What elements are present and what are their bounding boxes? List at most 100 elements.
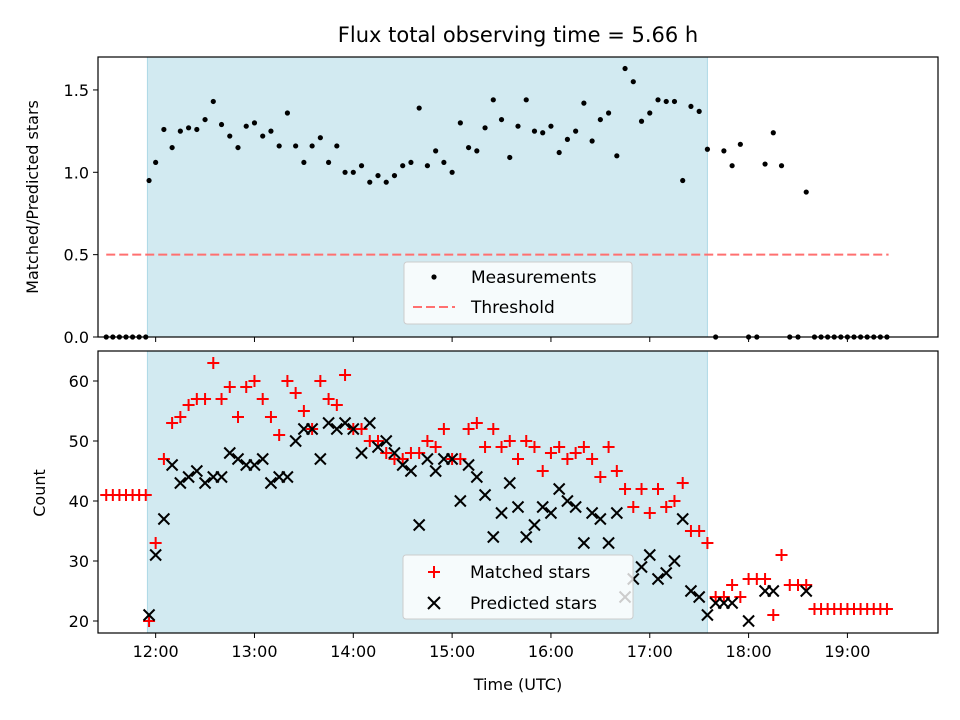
matched-star-point [577, 441, 590, 453]
predicted-star-point [404, 464, 418, 478]
predicted-star-point [363, 416, 376, 430]
measurement-point [276, 143, 282, 149]
matched-star-point [520, 435, 533, 447]
measurement-point [630, 79, 636, 85]
matched-star-point [396, 453, 409, 465]
ratio-legend-box [403, 261, 633, 325]
x-tick-label: 16:00 [528, 642, 574, 661]
predicted-star-point [248, 458, 261, 472]
predicted-star-point [585, 506, 599, 520]
count-y-tick-label: 30 [69, 552, 89, 571]
predicted-star-point [487, 530, 500, 544]
matched-star-point [726, 579, 739, 591]
measurement-point [416, 105, 422, 111]
matched-star-point [232, 411, 244, 423]
predicted-star-point [577, 536, 591, 550]
matched-star-point [273, 429, 286, 441]
matched-star-point [668, 495, 681, 507]
predicted-star-point [602, 536, 615, 550]
measurement-point [153, 159, 159, 166]
predicted-star-point [660, 566, 673, 580]
threshold-legend-label: Threshold [470, 298, 555, 318]
predicted-star-point [528, 518, 541, 532]
matched-star-point [215, 393, 228, 405]
matched-star-point [619, 483, 632, 495]
matched-legend-marker [428, 566, 440, 578]
measurement-point [589, 138, 595, 144]
measurement-point [663, 98, 669, 105]
count-panel: 20 30 40 50 60 12:00 13:00 14:00 15:00 16:00 17:00… [30, 350, 939, 694]
matched-star-point [643, 507, 656, 519]
measurement-point [235, 144, 241, 151]
predicted-star-point [692, 590, 706, 604]
x-tick-label: 12:00 [133, 642, 179, 661]
x-tick-label: 13:00 [231, 642, 277, 661]
predicted-star-point [215, 470, 228, 484]
predicted-star-point [198, 476, 212, 490]
predicted-star-point [684, 584, 698, 598]
predicted-star-point [165, 458, 179, 472]
predicted-star-point [767, 584, 780, 598]
predicted-star-point [412, 518, 426, 532]
matched-star-point [240, 381, 253, 393]
matched-star-point [330, 399, 343, 411]
predicted-star-point [511, 500, 525, 514]
matched-star-point [149, 537, 162, 549]
matched-star-point [264, 411, 277, 423]
predicted-star-point [561, 494, 574, 508]
measurement-point [169, 144, 175, 151]
measurement-point [251, 120, 258, 126]
predicted-star-point [388, 446, 401, 460]
measurement-point [531, 128, 538, 134]
measurement-point [358, 163, 365, 169]
matched-star-point [289, 387, 302, 399]
predicted-star-point [800, 584, 813, 598]
predicted-star-point [264, 476, 278, 490]
matched-star-point [182, 399, 195, 411]
measurement-point [770, 130, 776, 136]
matched-star-point [143, 615, 156, 627]
x-axis-label: Time (UTC) [473, 675, 562, 694]
matched-star-point [652, 483, 664, 495]
predicted-star-point [314, 452, 327, 466]
x-tick-label: 18:00 [726, 642, 772, 661]
predicted-star-point [330, 422, 344, 436]
predicted-star-point [380, 434, 393, 448]
matched-star-point [586, 453, 599, 465]
predicted-star-point [396, 458, 409, 472]
predicted-star-point [289, 434, 302, 448]
matched-star-point [413, 447, 426, 459]
measurement-point [268, 128, 274, 134]
matched-star-point [536, 465, 549, 477]
ratio-y-tick-label: 1.5 [64, 81, 89, 100]
measurement-point [375, 172, 381, 179]
predicted-star-point [610, 506, 624, 520]
measurement-point [490, 97, 496, 103]
measurement-point [605, 110, 612, 116]
measurements-legend-marker [431, 274, 437, 280]
count-legend-box [402, 554, 634, 620]
predicted-star-point [338, 416, 352, 430]
measurement-point [482, 125, 488, 131]
measurement-point [161, 126, 167, 133]
ratio-panel-frame [97, 56, 939, 338]
predicted-star-point [651, 572, 665, 586]
measurement-point [540, 130, 546, 136]
measurement-point [317, 135, 323, 141]
matched-star-point [470, 417, 483, 429]
predicted-star-point [190, 464, 204, 478]
matched-star-point [635, 483, 648, 495]
matched-star-point [281, 375, 294, 387]
matched-star-point [800, 579, 813, 591]
measurement-point [647, 110, 653, 116]
matched-star-point [553, 441, 566, 453]
measurement-point [498, 116, 505, 123]
matched-star-point [701, 537, 714, 549]
x-tick-label: 19:00 [824, 642, 870, 661]
measurement-point [803, 189, 809, 195]
matched-star-point [512, 453, 524, 465]
matched-star-point [199, 393, 212, 405]
matched-star-point [297, 405, 310, 417]
measurement-point [465, 144, 472, 151]
measurement-point [515, 123, 521, 129]
